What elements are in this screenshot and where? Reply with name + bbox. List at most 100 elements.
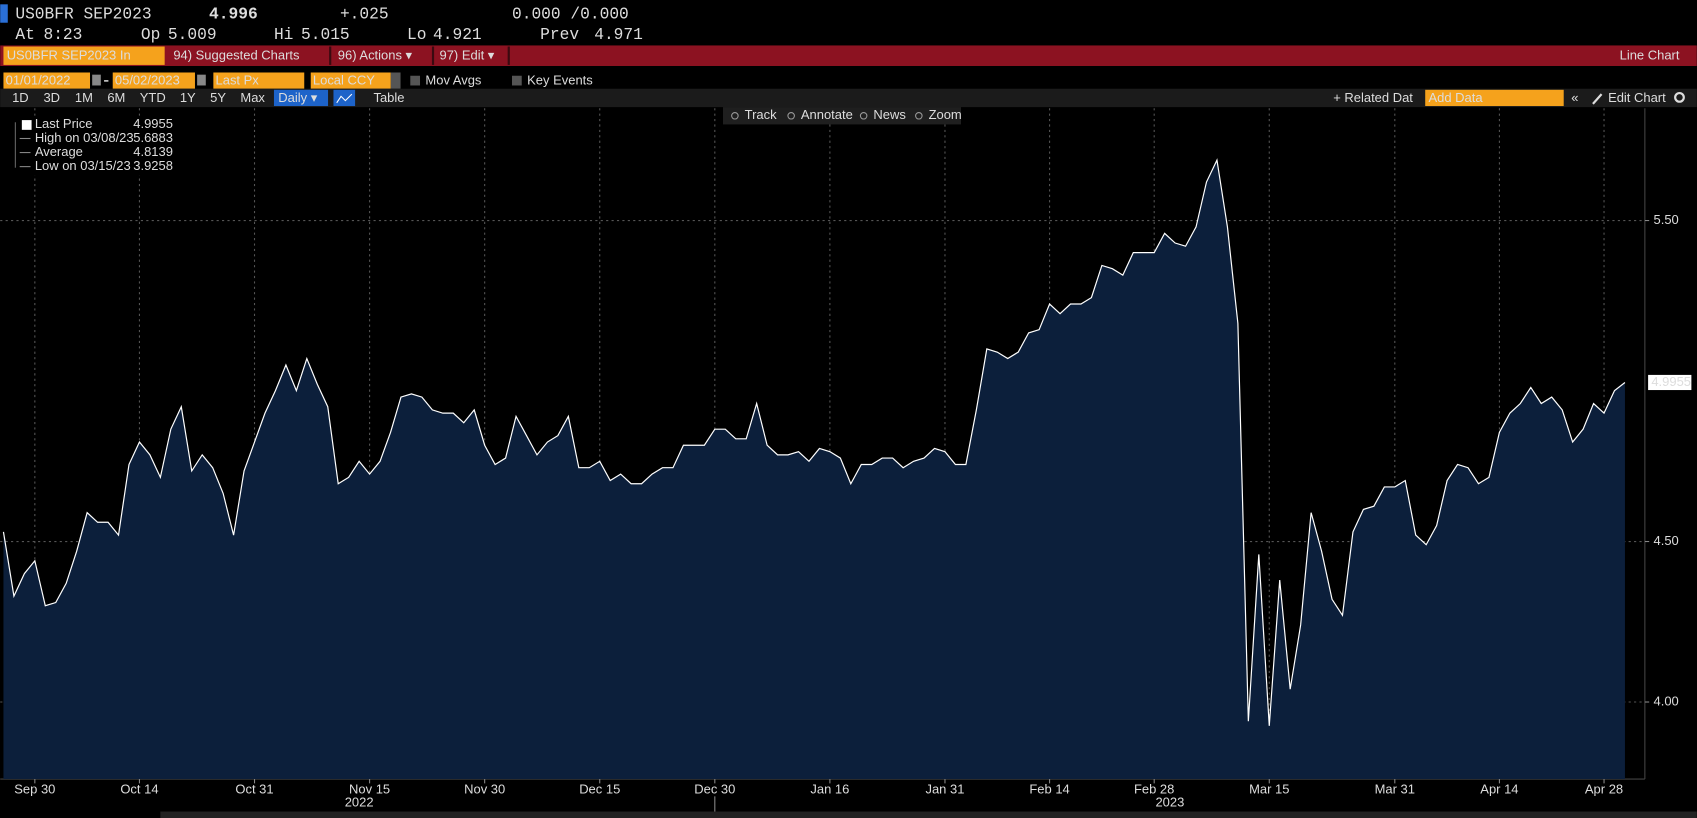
x-tick-label: Jan 16 bbox=[810, 781, 849, 796]
tool-icon bbox=[787, 111, 795, 120]
sep bbox=[329, 46, 332, 65]
end-date-box[interactable] bbox=[112, 72, 195, 89]
field-label: Hi bbox=[274, 25, 293, 44]
actions-menu[interactable]: 96) Actions ▾ bbox=[338, 48, 413, 63]
sep bbox=[507, 46, 510, 65]
tool-icon bbox=[731, 111, 739, 120]
period-button[interactable]: YTD bbox=[140, 90, 166, 105]
add-data-box[interactable] bbox=[1425, 89, 1564, 107]
bottom-bar bbox=[160, 811, 1697, 818]
field-label: Op bbox=[141, 25, 160, 44]
focus-marker bbox=[0, 4, 8, 23]
legend-box bbox=[5, 115, 174, 176]
chart-icon-box[interactable] bbox=[333, 89, 356, 107]
y-tick-label: 5.50 bbox=[1654, 212, 1679, 227]
start-date[interactable]: 01/01/2022 bbox=[6, 73, 71, 88]
last-price-tag bbox=[1648, 374, 1692, 391]
security-box[interactable] bbox=[3, 46, 165, 65]
dropdown[interactable] bbox=[390, 72, 401, 89]
checkbox[interactable] bbox=[511, 75, 522, 86]
last-price-tag-text: 4.9955 bbox=[1651, 374, 1691, 389]
table-button[interactable]: Table bbox=[373, 90, 404, 105]
collapse: « bbox=[1571, 90, 1578, 105]
chart-tool[interactable]: Track bbox=[745, 107, 777, 122]
field-label: At bbox=[15, 25, 34, 44]
x-tick-label: Oct 14 bbox=[120, 781, 158, 796]
start-date-box[interactable] bbox=[3, 72, 91, 89]
period-button[interactable]: 3D bbox=[43, 90, 60, 105]
date-dash bbox=[104, 80, 109, 82]
field-value: 8:23 bbox=[43, 25, 82, 44]
bid-ask: 0.000 /0.000 bbox=[512, 4, 629, 23]
mov-avgs[interactable]: Mov Avgs bbox=[425, 73, 481, 88]
legend-label: Low on 03/15/23 bbox=[35, 158, 131, 173]
legend-label: Average bbox=[35, 144, 83, 159]
field-label: Prev bbox=[540, 25, 579, 44]
period-button[interactable]: 1Y bbox=[180, 90, 196, 105]
ticker: US0BFR SEP2023 bbox=[15, 4, 151, 23]
legend-value: 4.8139 bbox=[133, 144, 173, 159]
x-tick-label: Apr 14 bbox=[1480, 781, 1518, 796]
frequency[interactable]: Daily ▾ bbox=[278, 90, 317, 105]
legend-value: 3.9258 bbox=[133, 158, 173, 173]
security[interactable]: US0BFR SEP2023 In bbox=[7, 48, 131, 63]
sep bbox=[431, 46, 435, 65]
chart-tool[interactable]: News bbox=[873, 107, 906, 122]
chart-tool[interactable]: Zoom bbox=[929, 107, 962, 122]
chart-tool[interactable]: Annotate bbox=[801, 107, 853, 122]
field-box[interactable] bbox=[213, 72, 305, 89]
key-events[interactable]: Key Events bbox=[527, 73, 593, 88]
year-label: 2023 bbox=[1155, 794, 1184, 809]
chart-icon bbox=[336, 93, 353, 104]
period-button[interactable]: 6M bbox=[107, 90, 125, 105]
x-tick-label: Mar 31 bbox=[1375, 781, 1415, 796]
gear-icon[interactable] bbox=[1674, 91, 1685, 103]
y-tick-label: 4.50 bbox=[1654, 533, 1679, 548]
period-bar bbox=[0, 88, 1697, 108]
end-date[interactable]: 05/02/2023 bbox=[115, 73, 180, 88]
add-data[interactable]: Add Data bbox=[1428, 90, 1483, 105]
suggested-charts[interactable]: 94) Suggested Charts bbox=[173, 48, 300, 63]
currency-box[interactable] bbox=[310, 72, 391, 89]
field-value: 5.015 bbox=[301, 25, 350, 44]
legend-label: High on 03/08/23 bbox=[35, 130, 134, 145]
last-price: 4.996 bbox=[209, 4, 258, 23]
x-tick-label: Apr 28 bbox=[1585, 781, 1623, 796]
frequency-box[interactable] bbox=[273, 89, 329, 107]
x-tick-label: Nov 15 bbox=[349, 781, 390, 796]
x-tick-label: Feb 14 bbox=[1029, 781, 1069, 796]
area bbox=[3, 160, 1625, 780]
price-line bbox=[2, 158, 1626, 726]
year-label: 2022 bbox=[345, 794, 374, 809]
period-button[interactable]: 5Y bbox=[210, 90, 226, 105]
field[interactable]: Last Px bbox=[216, 73, 260, 88]
x-tick-label: Mar 15 bbox=[1249, 781, 1289, 796]
currency[interactable]: Local CCY bbox=[313, 73, 375, 88]
x-tick-label: Dec 15 bbox=[579, 781, 620, 796]
legend-swatch bbox=[21, 120, 32, 130]
chart-tools-bar bbox=[722, 107, 962, 125]
x-tick-label: Nov 30 bbox=[464, 781, 505, 796]
change: +.025 bbox=[340, 4, 389, 23]
period-button[interactable]: Max bbox=[240, 90, 265, 105]
edit-menu[interactable]: 97) Edit ▾ bbox=[440, 48, 495, 63]
legend-value: 5.6883 bbox=[133, 130, 173, 145]
field-label: Lo bbox=[407, 25, 426, 44]
period-button[interactable]: 1M bbox=[75, 90, 93, 105]
tool-icon bbox=[859, 111, 868, 120]
field-value: 4.971 bbox=[594, 25, 643, 44]
edit-chart[interactable]: Edit Chart bbox=[1608, 90, 1666, 105]
chart-type: Line Chart bbox=[1620, 48, 1680, 63]
tool-icon bbox=[915, 111, 923, 120]
x-tick-label: Feb 28 bbox=[1134, 781, 1174, 796]
field-value: 4.921 bbox=[433, 25, 482, 44]
related-data[interactable]: + Related Dat bbox=[1333, 90, 1413, 105]
checkbox[interactable] bbox=[410, 75, 421, 86]
calendar-icon bbox=[92, 74, 101, 86]
period-button[interactable]: 1D bbox=[12, 90, 29, 105]
x-tick-label: Dec 30 bbox=[694, 781, 735, 796]
legend-value: 4.9955 bbox=[133, 116, 173, 131]
field-value: 5.009 bbox=[168, 25, 217, 44]
